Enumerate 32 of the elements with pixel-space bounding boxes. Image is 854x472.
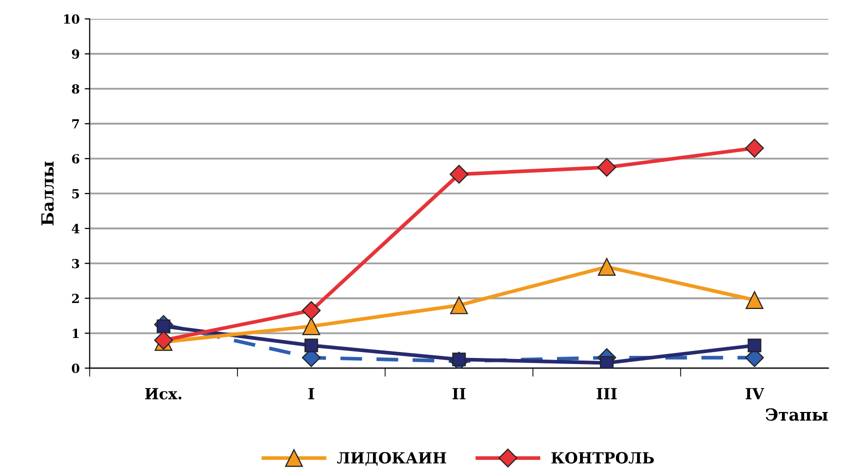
y-tick-label: 9 xyxy=(72,49,80,59)
y-tick-label: 4 xyxy=(72,224,80,234)
y-tick-label: 5 xyxy=(72,189,79,198)
x-tick-label: Исх. xyxy=(145,388,182,400)
point xyxy=(745,138,764,158)
point xyxy=(597,158,616,177)
legend-label: КОНТРОЛЬ xyxy=(551,452,654,464)
x-tick-label: IV xyxy=(746,388,764,400)
y-axis-title: Баллы xyxy=(41,162,54,226)
point xyxy=(598,258,616,276)
point xyxy=(748,338,762,352)
y-tick-label: 3 xyxy=(72,258,80,268)
point xyxy=(746,291,764,309)
x-tick-label: I xyxy=(308,388,314,400)
x-axis-title: Этапы xyxy=(766,408,828,421)
y-tick-label: 10 xyxy=(64,14,80,24)
x-tick-label: III xyxy=(596,388,617,400)
point xyxy=(302,317,320,336)
y-tick-label: 8 xyxy=(72,84,80,94)
y-tick-label: 1 xyxy=(72,328,79,338)
point xyxy=(302,301,321,320)
point xyxy=(156,319,170,334)
y-tick-label: 6 xyxy=(72,154,80,164)
x-tick-label: II xyxy=(452,388,466,400)
point xyxy=(600,356,614,368)
point xyxy=(450,164,468,184)
y-tick-label: 7 xyxy=(72,119,79,128)
legend-label: ЛИДОКАИН xyxy=(337,452,446,466)
y-tick-label: 2 xyxy=(72,294,79,304)
point xyxy=(450,296,468,314)
y-tick-label: 0 xyxy=(72,364,80,374)
point xyxy=(304,338,318,352)
